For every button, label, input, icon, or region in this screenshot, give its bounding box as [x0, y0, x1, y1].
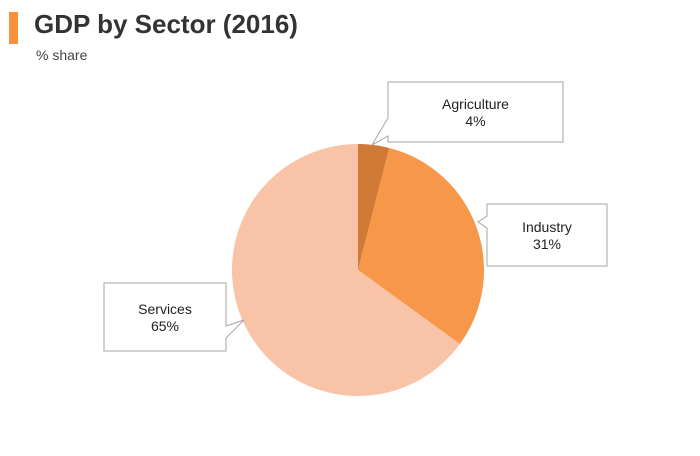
callout-box	[103, 282, 245, 352]
chart-subtitle: % share	[36, 47, 88, 63]
pie-slice-agriculture	[358, 144, 390, 270]
slice-value-services: 65%	[151, 318, 179, 334]
slice-label-industry: Industry	[522, 219, 572, 235]
callout-box	[477, 203, 608, 267]
slice-label-agriculture: Agriculture	[442, 96, 509, 112]
slice-value-agriculture: 4%	[465, 113, 485, 129]
callout-box	[370, 81, 564, 147]
title-accent-bar	[9, 12, 18, 44]
pie-slice-industry	[358, 147, 484, 345]
pie-slices	[232, 144, 484, 397]
chart-title: GDP by Sector (2016)	[34, 9, 298, 39]
slice-label-services: Services	[138, 301, 192, 317]
pie-slice-services	[232, 144, 460, 397]
slice-value-industry: 31%	[533, 236, 561, 252]
